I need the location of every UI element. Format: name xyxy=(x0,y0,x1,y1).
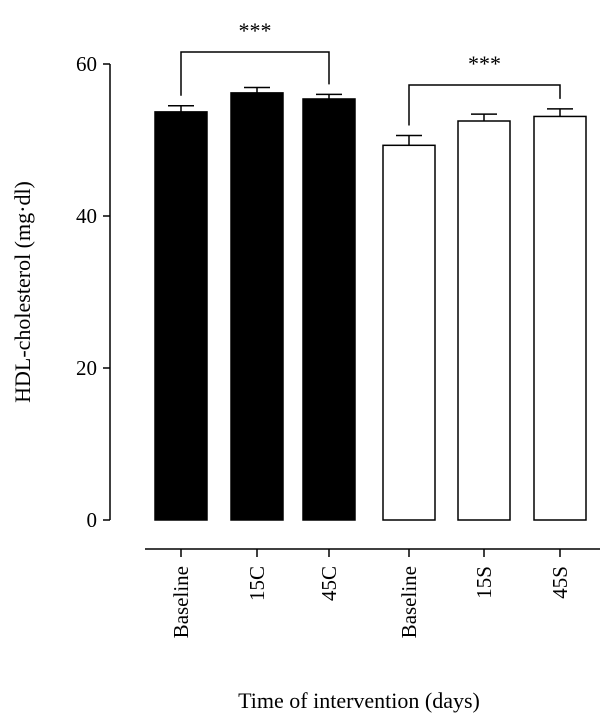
y-ticks-layer: 0 20 40 60 xyxy=(76,52,110,532)
x-ticks-layer: Baseline 15C 45C Baseline 15S 45S xyxy=(169,549,572,638)
bar-4 xyxy=(457,120,511,521)
significance-layer: *** *** xyxy=(180,18,561,126)
error-bars-layer xyxy=(168,86,573,146)
significance-label-1: *** xyxy=(468,51,501,76)
x-tick-label-2: 45C xyxy=(317,566,341,601)
x-axis-title: Time of intervention (days) xyxy=(238,688,480,713)
x-tick-label-0: Baseline xyxy=(169,566,193,638)
y-tick-label-2: 40 xyxy=(76,204,97,228)
significance-bracket-0 xyxy=(180,51,330,96)
bars-layer xyxy=(154,92,587,521)
bar-1 xyxy=(230,92,284,521)
x-tick-label-5: 45S xyxy=(548,566,572,599)
y-tick-label-1: 20 xyxy=(76,356,97,380)
bar-0 xyxy=(154,111,208,521)
y-tick-label-3: 60 xyxy=(76,52,97,76)
significance-label-0: *** xyxy=(239,18,272,43)
significance-bracket-1 xyxy=(408,84,561,126)
x-tick-label-1: 15C xyxy=(245,566,269,601)
y-axis-title: HDL-cholesterol (mg·dl) xyxy=(10,181,35,403)
y-tick-label-0: 0 xyxy=(87,508,98,532)
bar-5 xyxy=(533,115,587,521)
bar-3 xyxy=(382,144,436,521)
x-tick-label-4: 15S xyxy=(472,566,496,599)
bar-2 xyxy=(302,98,356,521)
x-tick-label-3: Baseline xyxy=(397,566,421,638)
